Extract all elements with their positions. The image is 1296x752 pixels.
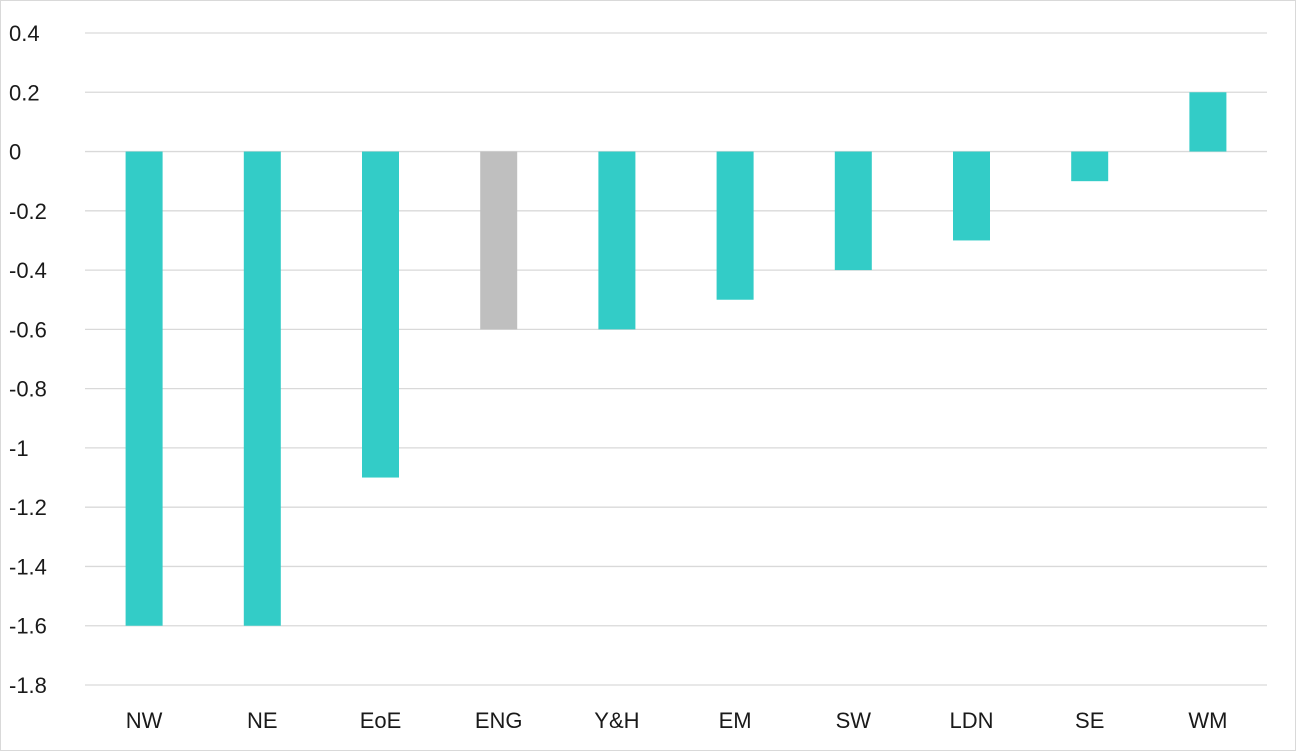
bar-wm bbox=[1189, 92, 1227, 152]
bar-eoe bbox=[362, 151, 399, 478]
bar-em bbox=[716, 151, 754, 300]
x-tick-label: EoE bbox=[360, 708, 402, 733]
x-tick-label: Y&H bbox=[594, 708, 639, 733]
y-tick-label: -1.4 bbox=[9, 554, 47, 579]
x-tick-label: NE bbox=[247, 708, 278, 733]
y-tick-label: -1.8 bbox=[9, 673, 47, 698]
bars bbox=[125, 92, 1227, 626]
x-axis-ticks: NW NE EoE ENG Y&H EM SW LDN SE WM bbox=[126, 708, 1228, 733]
bar-y-h bbox=[598, 151, 636, 330]
x-tick-label: EM bbox=[719, 708, 752, 733]
y-tick-label: -1.6 bbox=[9, 614, 47, 639]
bar-nw bbox=[125, 151, 163, 626]
bar-eng bbox=[480, 151, 518, 330]
x-tick-label: SE bbox=[1075, 708, 1104, 733]
x-tick-label: ENG bbox=[475, 708, 523, 733]
y-tick-label: 0 bbox=[9, 140, 21, 165]
y-tick-label: -0.2 bbox=[9, 199, 47, 224]
bar-se bbox=[1071, 151, 1109, 182]
y-tick-label: 0.2 bbox=[9, 80, 40, 105]
y-tick-label: -1 bbox=[9, 436, 29, 461]
y-tick-label: -0.4 bbox=[9, 258, 47, 283]
bar-sw bbox=[834, 151, 872, 271]
y-tick-label: 0.4 bbox=[9, 21, 40, 46]
bar-ne bbox=[243, 151, 281, 626]
x-tick-label: LDN bbox=[949, 708, 993, 733]
gridlines bbox=[85, 32, 1267, 686]
y-tick-label: -0.8 bbox=[9, 377, 47, 402]
bar-ldn bbox=[953, 151, 990, 241]
x-tick-label: NW bbox=[126, 708, 163, 733]
x-tick-label: SW bbox=[836, 708, 872, 733]
x-tick-label: WM bbox=[1188, 708, 1227, 733]
y-tick-label: -0.6 bbox=[9, 317, 47, 342]
y-axis-ticks: 0.4 0.2 0 -0.2 -0.4 -0.6 -0.8 -1 -1.2 -1.4 -1.6 -1.… bbox=[9, 21, 47, 698]
y-tick-label: -1.2 bbox=[9, 495, 47, 520]
